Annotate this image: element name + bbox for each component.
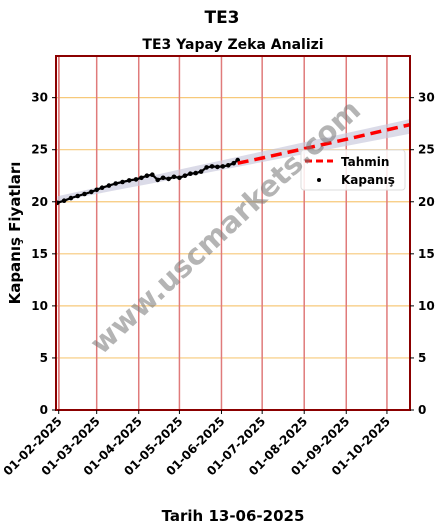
y-tick-label: 15 bbox=[31, 247, 48, 261]
y-axis-right: 0 5 10 15 20 25 30 bbox=[410, 91, 435, 417]
data-point-actual bbox=[182, 173, 188, 178]
trend-band-shape bbox=[57, 119, 411, 202]
y-tick-label: 5 bbox=[40, 351, 48, 365]
y-tick-label: 30 bbox=[31, 91, 48, 105]
data-point-actual bbox=[150, 172, 155, 177]
y-tick-label: 0 bbox=[40, 403, 48, 417]
data-point-actual bbox=[177, 175, 182, 181]
data-point-actual bbox=[160, 175, 166, 181]
data-point-actual bbox=[171, 174, 177, 180]
x-axis: 01-02-202501-03-202501-04-202501-05-2025… bbox=[1, 410, 393, 478]
data-point-actual bbox=[188, 171, 193, 176]
plot-frame bbox=[55, 55, 411, 411]
data-point-actual bbox=[215, 164, 220, 170]
y-tick-label-right: 20 bbox=[418, 195, 435, 209]
data-point-actual bbox=[139, 175, 144, 181]
data-point-actual bbox=[231, 160, 236, 166]
y-tick-label-right: 30 bbox=[418, 91, 435, 105]
data-point-actual bbox=[94, 187, 99, 193]
legend-actual-swatch bbox=[317, 178, 321, 182]
data-point-actual bbox=[204, 165, 209, 170]
y-tick-label: 10 bbox=[31, 299, 48, 313]
vertical-grid bbox=[57, 56, 388, 410]
data-point-actual bbox=[68, 195, 74, 201]
y-axis-label: Kapanış Fiyatları bbox=[6, 162, 24, 305]
y-tick-label: 20 bbox=[31, 195, 48, 209]
y-axis-left: 0 5 10 15 20 25 30 bbox=[31, 91, 56, 417]
legend-item-actual: Kapanış bbox=[341, 173, 395, 187]
data-point-actual bbox=[198, 169, 204, 174]
legend: Tahmin Kapanış bbox=[300, 149, 406, 191]
data-point-actual bbox=[220, 164, 226, 169]
data-point-actual bbox=[113, 181, 118, 186]
data-point-actual bbox=[155, 177, 160, 183]
data-point-actual bbox=[144, 173, 150, 178]
page-title: TE3 bbox=[204, 8, 239, 28]
plot-area bbox=[55, 55, 411, 411]
y-tick-label-right: 5 bbox=[418, 351, 426, 365]
data-point-actual bbox=[166, 176, 171, 182]
series-layer bbox=[55, 122, 411, 206]
y-tick-label-right: 10 bbox=[418, 299, 435, 313]
data-point-actual bbox=[126, 178, 132, 183]
trend-band bbox=[57, 119, 411, 202]
data-point-actual bbox=[82, 191, 87, 197]
y-tick-label: 25 bbox=[31, 143, 48, 157]
chart-title: TE3 Yapay Zeka Analizi bbox=[142, 37, 323, 53]
legend-item-forecast: Tahmin bbox=[341, 155, 389, 169]
data-point-actual bbox=[89, 189, 94, 195]
y-tick-label-right: 15 bbox=[418, 247, 435, 261]
data-point-actual bbox=[99, 185, 105, 190]
data-point-actual bbox=[133, 177, 139, 182]
data-point-actual bbox=[226, 163, 231, 168]
data-point-actual bbox=[75, 193, 80, 199]
series-forecast-line bbox=[237, 122, 411, 165]
y-tick-label-right: 0 bbox=[418, 403, 426, 417]
plot-background bbox=[56, 56, 410, 410]
x-axis-label: Tarih 13-06-2025 bbox=[162, 507, 305, 525]
data-point-actual bbox=[193, 170, 198, 176]
data-point-actual bbox=[106, 183, 112, 188]
y-tick-label-right: 25 bbox=[418, 143, 435, 157]
data-point-actual bbox=[61, 198, 67, 203]
data-point-actual bbox=[120, 179, 125, 185]
data-point-actual bbox=[209, 164, 215, 169]
